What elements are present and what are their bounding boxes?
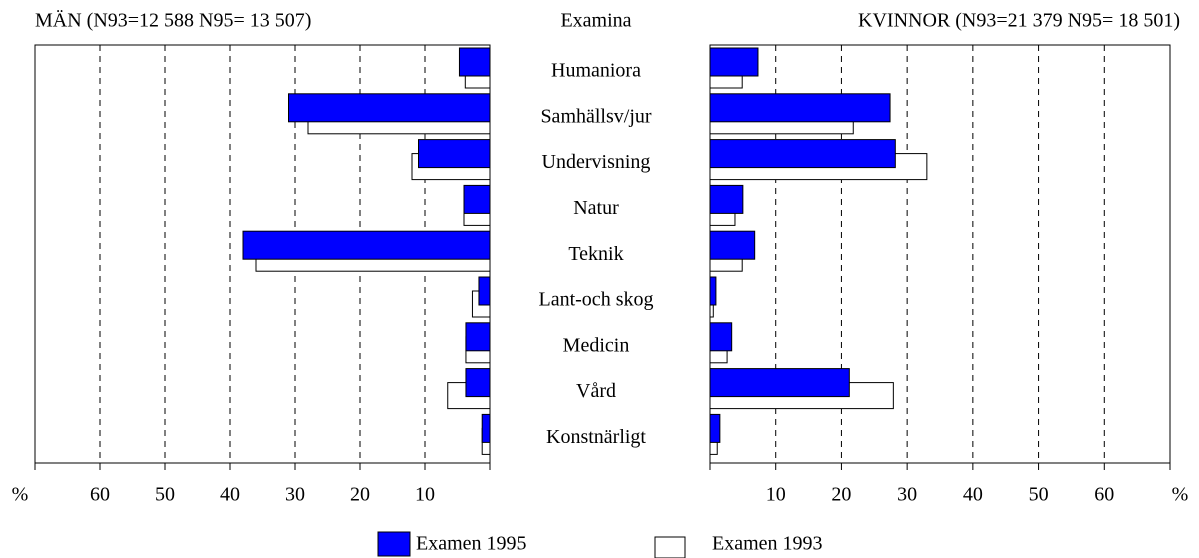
- bar: [709, 47, 759, 77]
- category-label: Natur: [573, 197, 619, 219]
- category-label: Vård: [576, 380, 616, 402]
- category-label: Samhällsv/jur: [540, 105, 651, 127]
- x-tick-label: 40: [220, 484, 240, 506]
- category-label: Konstnärligt: [546, 426, 646, 448]
- axis-unit: %: [1172, 484, 1189, 506]
- bar: [709, 184, 744, 214]
- category-label: Teknik: [568, 243, 623, 265]
- bar: [709, 276, 717, 306]
- bar: [465, 368, 491, 398]
- legend-swatch: [654, 536, 686, 558]
- category-label: Medicin: [563, 334, 630, 356]
- legend-swatch: [377, 531, 411, 557]
- bar: [709, 413, 721, 443]
- panel-title: KVINNOR (N93=21 379 N95= 18 501): [858, 10, 1180, 32]
- bar: [465, 322, 491, 352]
- x-tick-label: 10: [766, 484, 786, 506]
- x-tick-label: 50: [155, 484, 175, 506]
- bar: [709, 322, 733, 352]
- category-label: Undervisning: [542, 151, 651, 173]
- legend-label: Examen 1993: [712, 533, 823, 555]
- bar: [478, 276, 491, 306]
- x-tick-label: 20: [831, 484, 851, 506]
- center-title: Examina: [560, 10, 631, 32]
- bar: [288, 93, 491, 123]
- bar: [709, 139, 896, 169]
- bar: [463, 184, 491, 214]
- x-tick-label: 60: [1094, 484, 1114, 506]
- x-tick-label: 10: [415, 484, 435, 506]
- bar: [458, 47, 491, 77]
- x-tick-label: 50: [1029, 484, 1049, 506]
- x-tick-label: 20: [350, 484, 370, 506]
- axis-unit: %: [12, 484, 29, 506]
- x-tick-label: 30: [897, 484, 917, 506]
- x-tick-label: 60: [90, 484, 110, 506]
- panel-title: MÄN (N93=12 588 N95= 13 507): [35, 9, 311, 32]
- category-label: Humaniora: [551, 60, 641, 82]
- bar: [709, 93, 891, 123]
- bar: [242, 230, 491, 260]
- bar: [418, 139, 491, 169]
- bar: [481, 413, 491, 443]
- bar: [709, 230, 756, 260]
- bar: [709, 368, 850, 398]
- legend-label: Examen 1995: [416, 533, 527, 555]
- x-tick-label: 40: [963, 484, 983, 506]
- x-tick-label: 30: [285, 484, 305, 506]
- category-label: Lant-och skog: [539, 289, 654, 311]
